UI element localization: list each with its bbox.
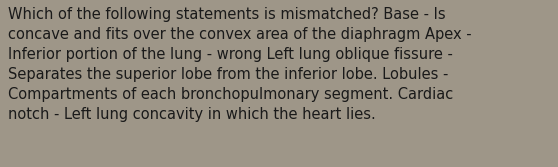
Text: Which of the following statements is mismatched? Base - Is
concave and fits over: Which of the following statements is mis…	[8, 7, 472, 122]
